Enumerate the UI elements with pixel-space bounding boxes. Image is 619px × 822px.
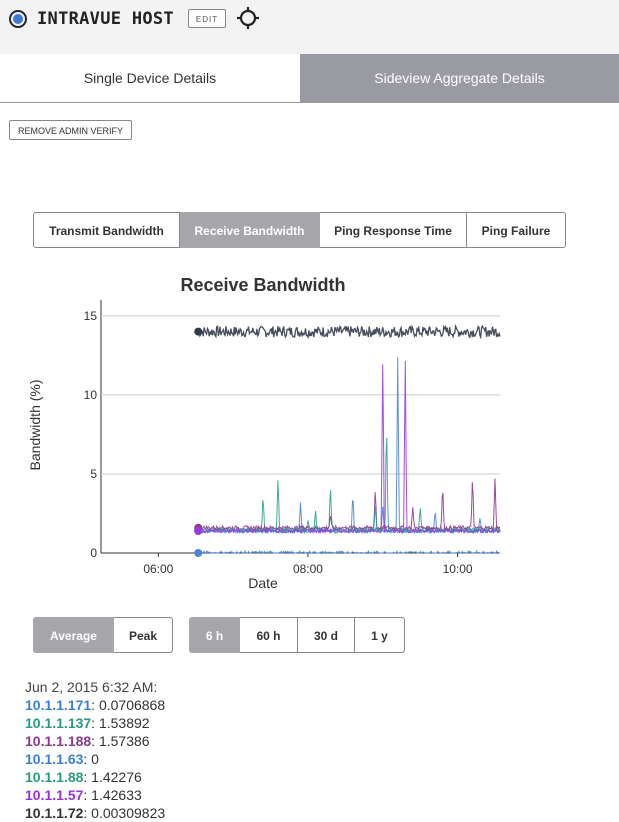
legend-item: 10.1.1.63: 0 (25, 751, 99, 767)
y-tick-label: 5 (90, 467, 97, 481)
host-title: INTRAVUE HOST (37, 9, 174, 29)
series-line-10.1.1.171 (197, 356, 501, 535)
series-start-point-10.1.1.63 (194, 549, 203, 557)
time-range-group: 6 h 60 h 30 d 1 y (189, 617, 405, 653)
chart-legend: Jun 2, 2015 6:32 AM: 10.1.1.171: 0.07068… (25, 678, 165, 822)
chart-grid (100, 300, 500, 554)
legend-ip: 10.1.1.72 (25, 805, 84, 821)
legend-value: 0.0706868 (98, 697, 166, 713)
legend-ip: 10.1.1.188 (25, 733, 92, 749)
legend-item: 10.1.1.137: 1.53892 (25, 715, 150, 731)
series-line-10.1.1.57 (197, 360, 501, 535)
details-tabs: Single Device Details Sideview Aggregate… (0, 54, 619, 103)
legend-date: Jun 2, 2015 6:32 AM: (25, 679, 158, 695)
legend-value: 0 (91, 751, 99, 767)
crosshair-icon[interactable] (236, 6, 260, 30)
y-axis-label: Bandwidth (%) (27, 379, 43, 470)
series-start-point-10.1.1.57 (194, 526, 203, 535)
tab-ping-failure[interactable]: Ping Failure (467, 212, 566, 248)
range-60h-button[interactable]: 60 h (240, 617, 298, 653)
series-line-10.1.1.63 (197, 549, 501, 555)
aggregate-mode-group: Average Peak (33, 617, 173, 653)
legend-ip: 10.1.1.57 (25, 787, 84, 803)
tab-ping-response-time[interactable]: Ping Response Time (320, 212, 467, 248)
legend-item: 10.1.1.88: 1.42276 (25, 769, 142, 785)
series-line-10.1.1.188 (197, 478, 501, 532)
legend-value: 1.42276 (91, 769, 142, 785)
chart-svg: Receive Bandwidth 0 5 10 15 06:00 08:00 10:00… (27, 275, 501, 591)
legend-ip: 10.1.1.88 (25, 769, 84, 785)
x-tick-label: 10:00 (443, 562, 473, 576)
average-button[interactable]: Average (33, 617, 114, 653)
x-tick-label: 08:00 (293, 562, 323, 576)
tab-receive-bandwidth[interactable]: Receive Bandwidth (180, 212, 320, 248)
legend-value: 1.57386 (98, 733, 150, 749)
legend-ip: 10.1.1.137 (25, 715, 92, 731)
series-line-10.1.1.72 (197, 323, 501, 340)
x-axis-ticks: 06:00 08:00 10:00 (143, 553, 473, 576)
y-tick-label: 0 (90, 546, 97, 560)
x-tick-label: 06:00 (143, 562, 173, 576)
chart-series (194, 323, 501, 557)
remove-admin-verify-button[interactable]: REMOVE ADMIN VERIFY (9, 120, 133, 140)
legend-value: 1.53892 (98, 715, 150, 731)
peak-button[interactable]: Peak (114, 617, 173, 653)
host-status-radio-icon[interactable] (9, 10, 27, 28)
edit-button[interactable]: EDIT (188, 9, 226, 28)
legend-item: 10.1.1.72: 0.00309823 (25, 805, 166, 821)
legend-item: 10.1.1.171: 0.0706868 (25, 697, 166, 713)
legend-item: 10.1.1.188: 1.57386 (25, 733, 150, 749)
y-tick-label: 10 (84, 388, 98, 402)
legend-ip: 10.1.1.171 (25, 697, 92, 713)
app-header: INTRAVUE HOST EDIT (0, 0, 619, 54)
x-axis-label: Date (248, 575, 278, 591)
y-axis-ticks: 0 5 10 15 (84, 309, 98, 560)
series-start-point-10.1.1.72 (194, 327, 203, 336)
range-6h-button[interactable]: 6 h (189, 617, 240, 653)
range-1y-button[interactable]: 1 y (355, 617, 405, 653)
legend-ip: 10.1.1.63 (25, 751, 84, 767)
chart-title: Receive Bandwidth (180, 275, 345, 295)
tab-transmit-bandwidth[interactable]: Transmit Bandwidth (33, 212, 180, 248)
series-line-10.1.1.137 (198, 437, 501, 533)
legend-value: 0.00309823 (91, 805, 166, 821)
metric-tabs: Transmit Bandwidth Receive Bandwidth Pin… (33, 212, 566, 248)
series-line-10.1.1.88 (197, 480, 501, 535)
receive-bandwidth-chart: Receive Bandwidth 0 5 10 15 06:00 08:00 10:00… (20, 265, 520, 600)
y-tick-label: 15 (84, 309, 98, 323)
legend-item: 10.1.1.57: 1.42633 (25, 787, 142, 803)
range-30d-button[interactable]: 30 d (298, 617, 355, 653)
tab-sideview-aggregate-details[interactable]: Sideview Aggregate Details (300, 54, 619, 102)
tab-single-device-details[interactable]: Single Device Details (0, 54, 300, 102)
legend-value: 1.42633 (91, 787, 142, 803)
